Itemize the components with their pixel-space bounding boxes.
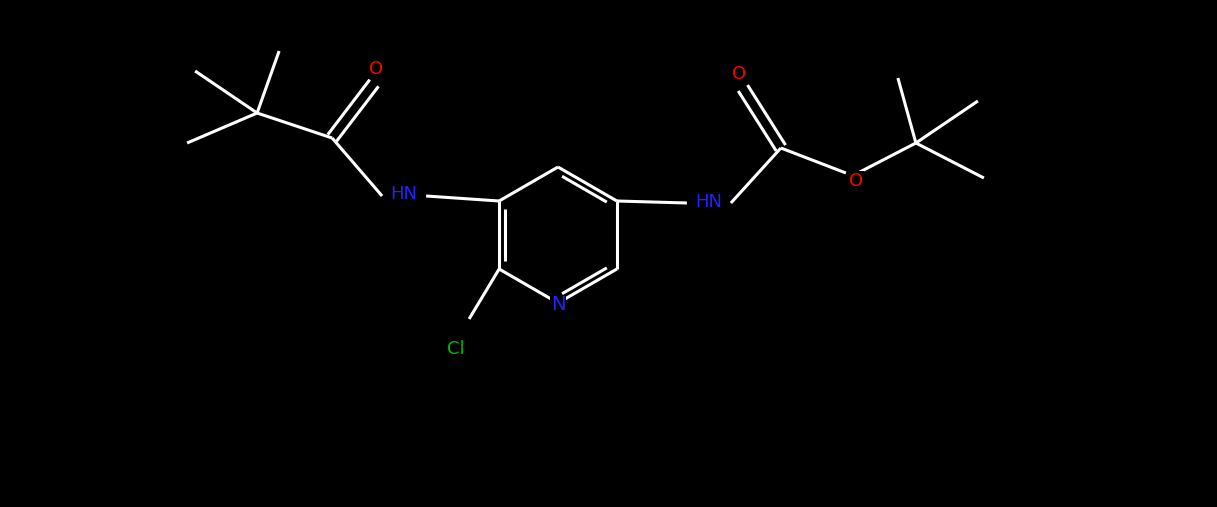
Text: HN: HN [391,185,417,203]
Text: O: O [848,172,863,190]
Text: N: N [551,296,565,314]
Text: Cl: Cl [448,340,465,358]
Text: O: O [369,60,383,78]
Text: O: O [731,65,746,83]
Text: HN: HN [695,193,723,211]
